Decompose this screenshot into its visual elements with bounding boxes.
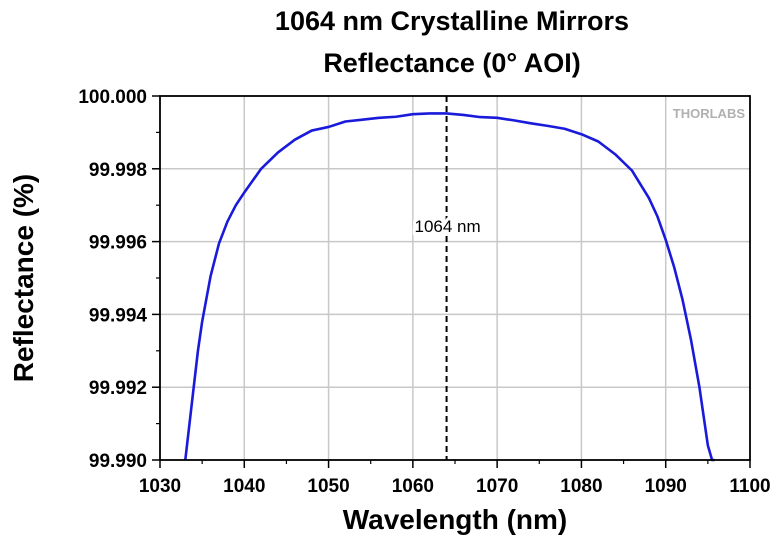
- x-tick-label: 1030: [139, 476, 181, 497]
- x-tick-label: 1060: [392, 476, 434, 497]
- x-tick-label: 1040: [223, 476, 265, 497]
- chart-subtitle: Reflectance (0° AOI): [323, 48, 580, 78]
- x-tick-label: 1090: [645, 476, 687, 497]
- y-tick-label: 99.994: [89, 305, 148, 326]
- x-tick-label: 1050: [307, 476, 349, 497]
- chart-title: 1064 nm Crystalline Mirrors: [275, 6, 629, 36]
- x-tick-label: 1070: [476, 476, 518, 497]
- grid: [160, 96, 750, 460]
- y-tick-label: 99.998: [89, 160, 147, 181]
- y-tick-label: 99.990: [89, 451, 147, 472]
- y-axis-title: Reflectance (%): [8, 174, 39, 383]
- y-tick-label: 99.992: [89, 378, 147, 399]
- x-tick-label: 1080: [560, 476, 602, 497]
- y-tick-label: 100.000: [78, 87, 147, 108]
- annotation-group: 1064 nm: [411, 96, 484, 460]
- thorlabs-logo: THORLABS: [673, 106, 746, 121]
- axis-ticks: [152, 95, 751, 468]
- y-tick-label: 99.996: [89, 233, 147, 254]
- plot-area: [159, 95, 751, 461]
- tick-labels: 1030 1040 1050 1060 1070 1080 1090 1100 99.990 99…: [78, 87, 770, 497]
- reflectance-series-line: [183, 112, 715, 462]
- annotation-label: 1064 nm: [414, 217, 480, 236]
- x-axis-title: Wavelength (nm): [343, 504, 568, 535]
- x-tick-label: 1100: [729, 476, 770, 497]
